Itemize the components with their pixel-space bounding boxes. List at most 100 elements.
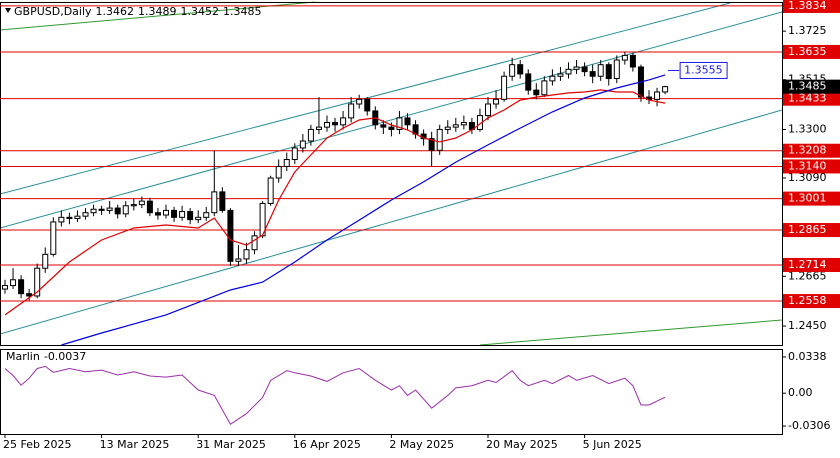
candle-body [211, 191, 218, 214]
candle-body [58, 216, 65, 223]
candle-body [122, 205, 129, 215]
close-value: 1.3485 [223, 5, 262, 18]
candle-body [66, 216, 73, 219]
symbol-title: GBPUSD,Daily [14, 5, 92, 18]
candle-body [517, 64, 524, 75]
candle-body [460, 122, 467, 126]
candles [2, 51, 669, 301]
level-label: 1.2558 [788, 294, 827, 307]
moving-average-line [4, 89, 666, 316]
candle-body [283, 159, 290, 167]
low-value: 1.3452 [181, 5, 220, 18]
indicator-name: Marlin [6, 350, 40, 363]
level-label: 1.2714 [788, 258, 827, 271]
candle-body [114, 207, 121, 215]
candle-body [493, 98, 500, 105]
x-tick-label: 25 Feb 2025 [3, 438, 71, 451]
candle-body [34, 267, 41, 297]
candle-body [106, 207, 113, 211]
candle-body [179, 211, 186, 218]
candle-body [629, 54, 636, 68]
level-label-box [783, 257, 840, 272]
candle-body [404, 117, 411, 126]
candle-body [171, 209, 178, 218]
candle-body [428, 138, 435, 151]
candle-body [388, 126, 395, 130]
indicator-value: -0.0037 [44, 350, 86, 363]
candle-body [324, 122, 330, 128]
level-label-box [783, 294, 840, 309]
candle-body [299, 140, 306, 149]
level-label-box [783, 44, 840, 59]
indicator-line [4, 365, 666, 426]
candle-body [525, 73, 532, 91]
candle-body [163, 209, 169, 216]
candle-body [275, 165, 282, 179]
candle-body [195, 216, 202, 221]
trend-line [0, 1, 316, 31]
candle-body [613, 59, 620, 80]
y-tick-label: 1.3090 [788, 171, 827, 184]
last-price-box [783, 79, 840, 94]
candle-body [90, 208, 97, 214]
candle-body [541, 80, 548, 96]
candle-body [2, 285, 8, 290]
candle-body [557, 73, 564, 77]
level-label-box [783, 223, 840, 238]
candle-body [243, 249, 250, 260]
candle-body [50, 221, 57, 255]
candle-body [42, 253, 49, 269]
candle-body [581, 66, 588, 73]
target-box [679, 61, 728, 79]
candle-body [356, 98, 363, 105]
chart-header: GBPUSD,Daily 1.3462 1.3489 1.3452 1.3485 [14, 5, 262, 18]
x-tick-label: 2 May 2025 [389, 438, 454, 451]
candle-body [267, 177, 274, 204]
trend-line [479, 319, 783, 346]
candle-body [340, 117, 347, 126]
candle-body [621, 54, 628, 61]
candle-body [10, 279, 17, 287]
candle-body [138, 200, 145, 206]
candle-body [348, 103, 355, 119]
candle-body [227, 209, 234, 262]
candle-body [573, 66, 580, 70]
moving-average-line [61, 74, 666, 346]
candle-body [251, 235, 258, 251]
candle-body [203, 212, 210, 218]
channel-line [0, 11, 783, 229]
candle-body [18, 279, 25, 295]
candle-body [259, 202, 266, 237]
level-label-box [783, 91, 840, 106]
level-label-box [783, 143, 840, 158]
candle-body [597, 64, 604, 77]
open-value: 1.3462 [96, 5, 135, 18]
level-label-box [783, 0, 840, 13]
symbol-icon [5, 8, 11, 13]
high-value: 1.3489 [138, 5, 177, 18]
x-tick-label: 5 Jun 2025 [583, 438, 642, 451]
level-label: 1.3433 [788, 92, 827, 105]
x-tick-label: 13 Mar 2025 [100, 438, 170, 451]
candle-body [219, 191, 226, 211]
channel-line [0, 109, 783, 335]
candle-body [444, 126, 451, 130]
candle-body [501, 75, 508, 100]
candle-body [235, 258, 242, 262]
y-tick-label: 1.3725 [788, 24, 827, 37]
target-label: 1.3555 [684, 63, 723, 76]
candle-body [396, 117, 403, 130]
candle-body [307, 128, 314, 142]
candle-body [146, 200, 153, 214]
candle-body [565, 68, 572, 75]
y-tick-label: 1.3300 [788, 122, 827, 135]
candle-body [436, 128, 443, 151]
candle-body [662, 86, 669, 93]
candle-body [452, 124, 459, 128]
candle-body [605, 64, 612, 80]
candle-body [533, 89, 540, 96]
candle-body [26, 293, 33, 297]
candle-body [291, 147, 298, 161]
